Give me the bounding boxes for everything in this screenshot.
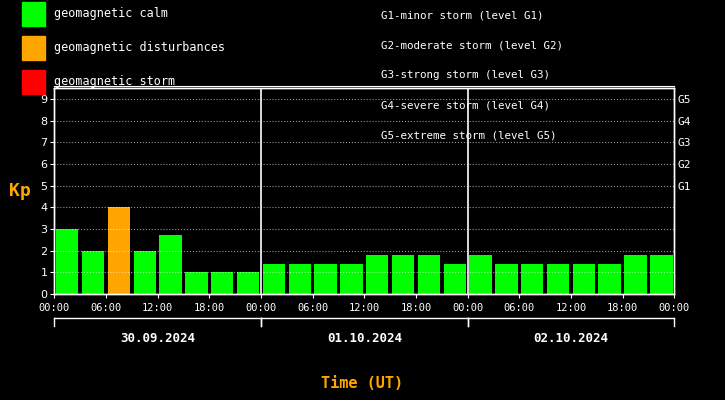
Text: G4-severe storm (level G4): G4-severe storm (level G4) [381, 100, 550, 110]
Text: geomagnetic disturbances: geomagnetic disturbances [54, 42, 225, 54]
Bar [108, 207, 130, 294]
Text: G3-strong storm (level G3): G3-strong storm (level G3) [381, 70, 550, 80]
Bar [315, 264, 336, 294]
Bar [599, 264, 621, 294]
Bar [262, 264, 285, 294]
Bar [82, 251, 104, 294]
Bar [366, 255, 389, 294]
Bar [392, 255, 414, 294]
Bar [56, 229, 78, 294]
Text: geomagnetic calm: geomagnetic calm [54, 8, 167, 20]
Bar [160, 236, 182, 294]
Text: geomagnetic storm: geomagnetic storm [54, 76, 175, 88]
Text: G1-minor storm (level G1): G1-minor storm (level G1) [381, 10, 543, 20]
Text: 02.10.2024: 02.10.2024 [534, 332, 608, 344]
Bar [650, 255, 673, 294]
Text: Time (UT): Time (UT) [321, 376, 404, 392]
Bar [624, 255, 647, 294]
Bar [211, 272, 233, 294]
Bar [133, 251, 156, 294]
Text: G2-moderate storm (level G2): G2-moderate storm (level G2) [381, 40, 563, 50]
Bar [418, 255, 440, 294]
Text: 01.10.2024: 01.10.2024 [327, 332, 402, 344]
Bar [469, 255, 492, 294]
Bar [289, 264, 311, 294]
Text: 30.09.2024: 30.09.2024 [120, 332, 195, 344]
Bar [495, 264, 518, 294]
Text: G5-extreme storm (level G5): G5-extreme storm (level G5) [381, 130, 556, 140]
Bar [573, 264, 595, 294]
Bar [521, 264, 543, 294]
Text: Kp: Kp [9, 182, 31, 200]
Bar [547, 264, 569, 294]
Bar [185, 272, 207, 294]
Bar [340, 264, 362, 294]
Bar [444, 264, 466, 294]
Bar [237, 272, 260, 294]
